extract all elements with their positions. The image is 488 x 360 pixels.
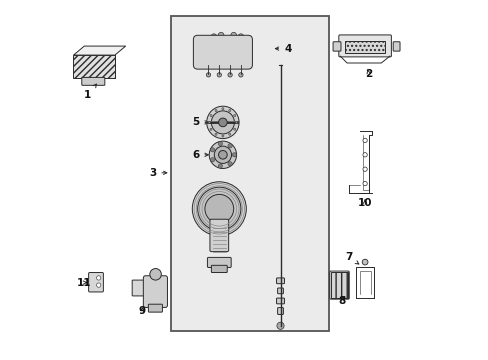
Text: 3: 3 [149,168,166,178]
Circle shape [243,39,249,44]
FancyBboxPatch shape [88,273,103,292]
Circle shape [214,146,231,163]
Circle shape [192,182,246,236]
Bar [330,272,347,298]
FancyBboxPatch shape [332,42,340,51]
Circle shape [215,109,217,112]
Circle shape [218,118,227,127]
Text: 10: 10 [357,198,371,208]
Circle shape [218,150,227,159]
FancyBboxPatch shape [193,35,252,69]
Circle shape [149,269,161,280]
Circle shape [218,141,222,146]
Circle shape [233,128,235,130]
Polygon shape [73,46,125,55]
Circle shape [227,73,232,77]
Text: 4: 4 [275,44,291,54]
Circle shape [218,32,224,38]
Bar [73,55,115,78]
Text: 5: 5 [192,117,208,127]
FancyBboxPatch shape [276,278,284,284]
Circle shape [198,42,204,48]
Circle shape [209,114,212,117]
Circle shape [238,73,243,77]
Circle shape [217,73,221,77]
FancyBboxPatch shape [277,288,283,294]
FancyBboxPatch shape [338,35,390,57]
FancyBboxPatch shape [132,280,145,296]
Circle shape [209,128,212,130]
Circle shape [206,73,210,77]
Circle shape [208,121,210,123]
FancyBboxPatch shape [276,298,284,304]
Circle shape [209,141,236,168]
Circle shape [210,158,214,162]
Circle shape [215,133,217,135]
Circle shape [204,194,233,223]
Circle shape [206,106,239,139]
Circle shape [276,322,284,329]
Circle shape [230,32,236,38]
Bar [170,16,328,331]
Circle shape [228,133,230,135]
FancyBboxPatch shape [81,77,104,85]
FancyBboxPatch shape [277,307,283,315]
Circle shape [362,153,366,157]
FancyBboxPatch shape [148,304,162,312]
Circle shape [227,144,232,148]
Circle shape [362,181,366,186]
FancyBboxPatch shape [143,276,167,307]
Circle shape [362,138,366,143]
Text: 1: 1 [84,84,96,100]
Circle shape [211,111,234,134]
Text: 6: 6 [192,150,208,160]
Circle shape [362,259,367,265]
FancyBboxPatch shape [392,42,399,51]
Circle shape [233,114,235,117]
Circle shape [238,34,244,40]
Text: 7: 7 [345,252,358,264]
Circle shape [218,164,222,168]
Circle shape [232,153,236,157]
Circle shape [211,34,216,40]
Circle shape [223,47,230,54]
Text: 11: 11 [77,278,91,288]
Circle shape [96,276,101,280]
Circle shape [218,42,234,58]
Circle shape [222,135,224,137]
Circle shape [96,283,101,287]
Circle shape [228,109,230,112]
Circle shape [222,108,224,110]
Circle shape [203,37,209,42]
Circle shape [227,162,232,166]
Text: 8: 8 [337,296,345,306]
Circle shape [235,121,237,123]
Text: 2: 2 [365,69,371,79]
Bar [345,41,384,53]
FancyBboxPatch shape [207,257,231,267]
FancyBboxPatch shape [211,265,227,273]
Text: 9: 9 [138,306,145,316]
Circle shape [362,167,366,171]
Circle shape [210,148,214,152]
Circle shape [197,187,241,230]
FancyBboxPatch shape [209,219,228,252]
